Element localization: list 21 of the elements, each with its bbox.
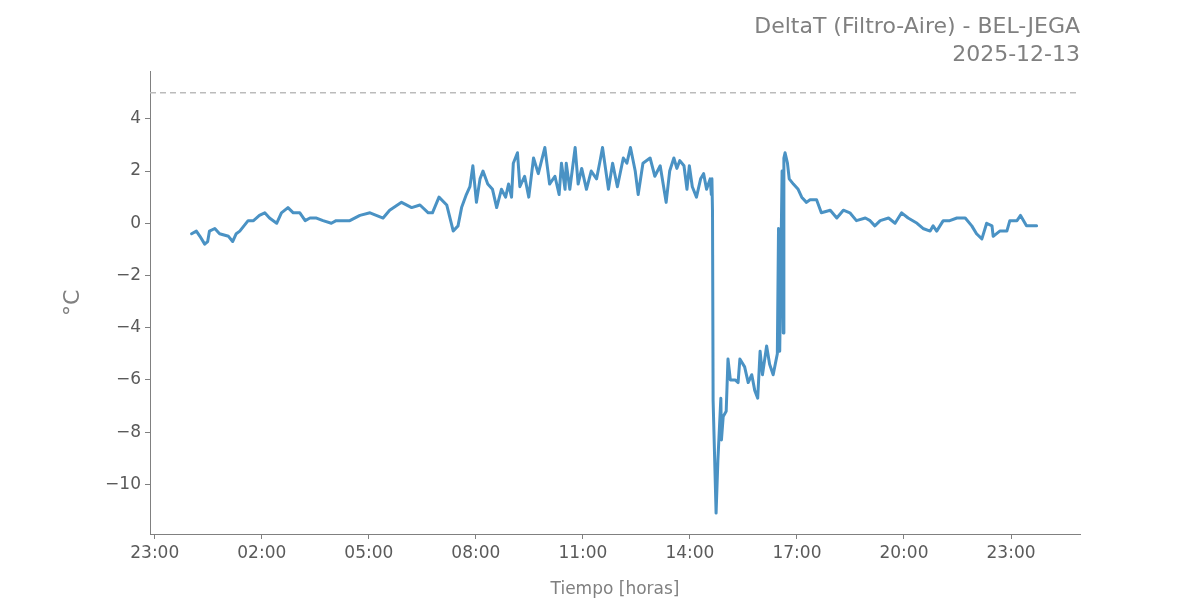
x-tick-label: 23:00: [130, 541, 180, 562]
y-tick-label: −6: [115, 368, 141, 389]
y-tick-label: −4: [115, 316, 141, 337]
y-tick-label: −8: [115, 420, 141, 441]
x-tick-label: 11:00: [558, 541, 608, 562]
x-tick-label: 05:00: [344, 541, 394, 562]
x-tick-label: 14:00: [665, 541, 715, 562]
chart-subtitle: 2025-12-13: [952, 41, 1080, 67]
x-tick-label: 23:00: [986, 541, 1036, 562]
chart-title: DeltaT (Filtro-Aire) - BEL-JEGA: [754, 12, 1080, 38]
x-tick-label: 20:00: [879, 541, 929, 562]
y-tick-label: −2: [115, 263, 141, 284]
y-tick-label: 2: [130, 159, 141, 180]
x-tick-label: 08:00: [451, 541, 501, 562]
x-tick-label: 02:00: [237, 541, 287, 562]
x-axis-title: Tiempo [horas]: [549, 578, 680, 599]
y-tick-label: −10: [105, 472, 141, 493]
y-tick-label: 0: [130, 211, 141, 232]
y-axis-title: °C: [58, 289, 84, 317]
x-tick-label: 17:00: [772, 541, 822, 562]
y-tick-label: 4: [130, 107, 141, 128]
